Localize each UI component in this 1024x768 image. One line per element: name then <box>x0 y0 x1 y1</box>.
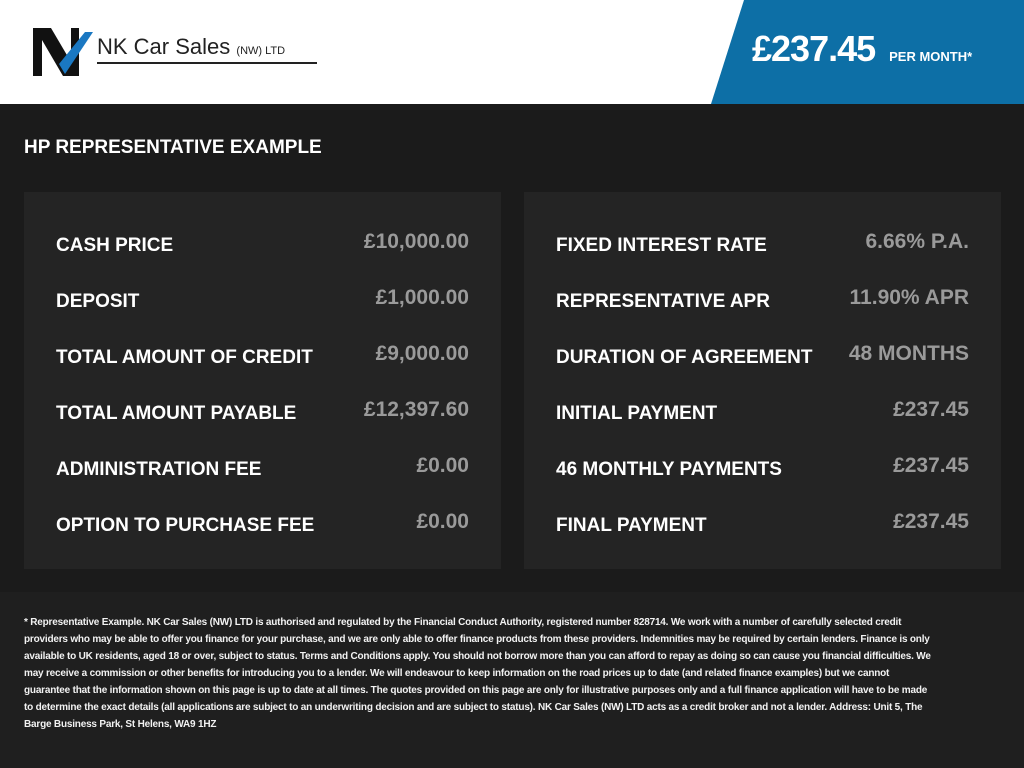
finance-row: TOTAL AMOUNT OF CREDIT £9,000.00 <box>56 326 469 382</box>
brand-name: NK Car Sales (NW) LTD <box>97 34 286 59</box>
row-label: FIXED INTEREST RATE <box>556 235 767 256</box>
price-group: £237.45 PER MONTH* <box>752 28 1012 70</box>
row-value: £0.00 <box>416 454 469 477</box>
row-value: 6.66% P.A. <box>865 230 969 253</box>
finance-row: FINAL PAYMENT £237.45 <box>556 494 969 550</box>
nk-logo-icon <box>33 28 93 76</box>
finance-panel-left: CASH PRICE £10,000.00 DEPOSIT £1,000.00 TO… <box>24 192 501 569</box>
row-value: £237.45 <box>893 454 969 477</box>
finance-row: ADMINISTRATION FEE £0.00 <box>56 438 469 494</box>
row-value: £12,397.60 <box>363 398 469 421</box>
disclaimer-line: underwriting decision and are subject to… <box>24 702 923 730</box>
finance-row: 46 MONTHLY PAYMENTS £237.45 <box>556 438 969 494</box>
row-value: £1,000.00 <box>375 286 469 309</box>
finance-row: TOTAL AMOUNT PAYABLE £12,397.60 <box>56 382 469 438</box>
finance-row: CASH PRICE £10,000.00 <box>56 214 469 270</box>
finance-row: REPRESENTATIVE APR 11.90% APR <box>556 270 969 326</box>
finance-panel-right: FIXED INTEREST RATE 6.66% P.A. REPRESENTA… <box>524 192 1001 569</box>
disclaimer-line: at all times. The quotes provided on thi… <box>24 685 928 713</box>
disclaimer-line: for introducing you to a lender. We will… <box>24 668 890 696</box>
page-title: HP REPRESENTATIVE EXAMPLE <box>24 137 322 158</box>
logo-underline <box>97 62 317 64</box>
row-value: £10,000.00 <box>363 230 469 253</box>
footer <box>0 592 1024 768</box>
row-value: £0.00 <box>416 510 469 533</box>
disclaimer-line: able to offer you finance for your purch… <box>24 634 930 662</box>
finance-row: FIXED INTEREST RATE 6.66% P.A. <box>556 214 969 270</box>
disclaimer-line: * Representative Example. NK Car Sales (… <box>24 617 902 645</box>
row-label: OPTION TO PURCHASE FEE <box>56 515 315 536</box>
finance-row: INITIAL PAYMENT £237.45 <box>556 382 969 438</box>
row-label: 46 MONTHLY PAYMENTS <box>556 459 782 480</box>
per-month-label: PER MONTH* <box>889 49 973 64</box>
row-value: 11.90% APR <box>849 286 969 309</box>
row-label: TOTAL AMOUNT PAYABLE <box>56 403 297 424</box>
row-label: TOTAL AMOUNT OF CREDIT <box>56 347 313 368</box>
finance-row: DEPOSIT £1,000.00 <box>56 270 469 326</box>
finance-row: OPTION TO PURCHASE FEE £0.00 <box>56 494 469 550</box>
row-label: REPRESENTATIVE APR <box>556 291 770 312</box>
row-label: INITIAL PAYMENT <box>556 403 718 424</box>
row-value: 48 MONTHS <box>848 342 969 365</box>
disclaimer-line: 18 or over, subject to status. Terms and… <box>24 651 931 679</box>
disclaimer: * Representative Example. NK Car Sales (… <box>24 614 934 733</box>
row-label: DURATION OF AGREEMENT <box>556 347 813 368</box>
row-label: ADMINISTRATION FEE <box>56 459 262 480</box>
monthly-price: £237.45 <box>752 28 876 69</box>
row-value: £9,000.00 <box>375 342 469 365</box>
row-label: FINAL PAYMENT <box>556 515 707 536</box>
row-label: DEPOSIT <box>56 291 140 312</box>
row-value: £237.45 <box>893 398 969 421</box>
price-banner <box>711 0 1024 104</box>
finance-row: DURATION OF AGREEMENT 48 MONTHS <box>556 326 969 382</box>
row-value: £237.45 <box>893 510 969 533</box>
row-label: CASH PRICE <box>56 235 174 256</box>
